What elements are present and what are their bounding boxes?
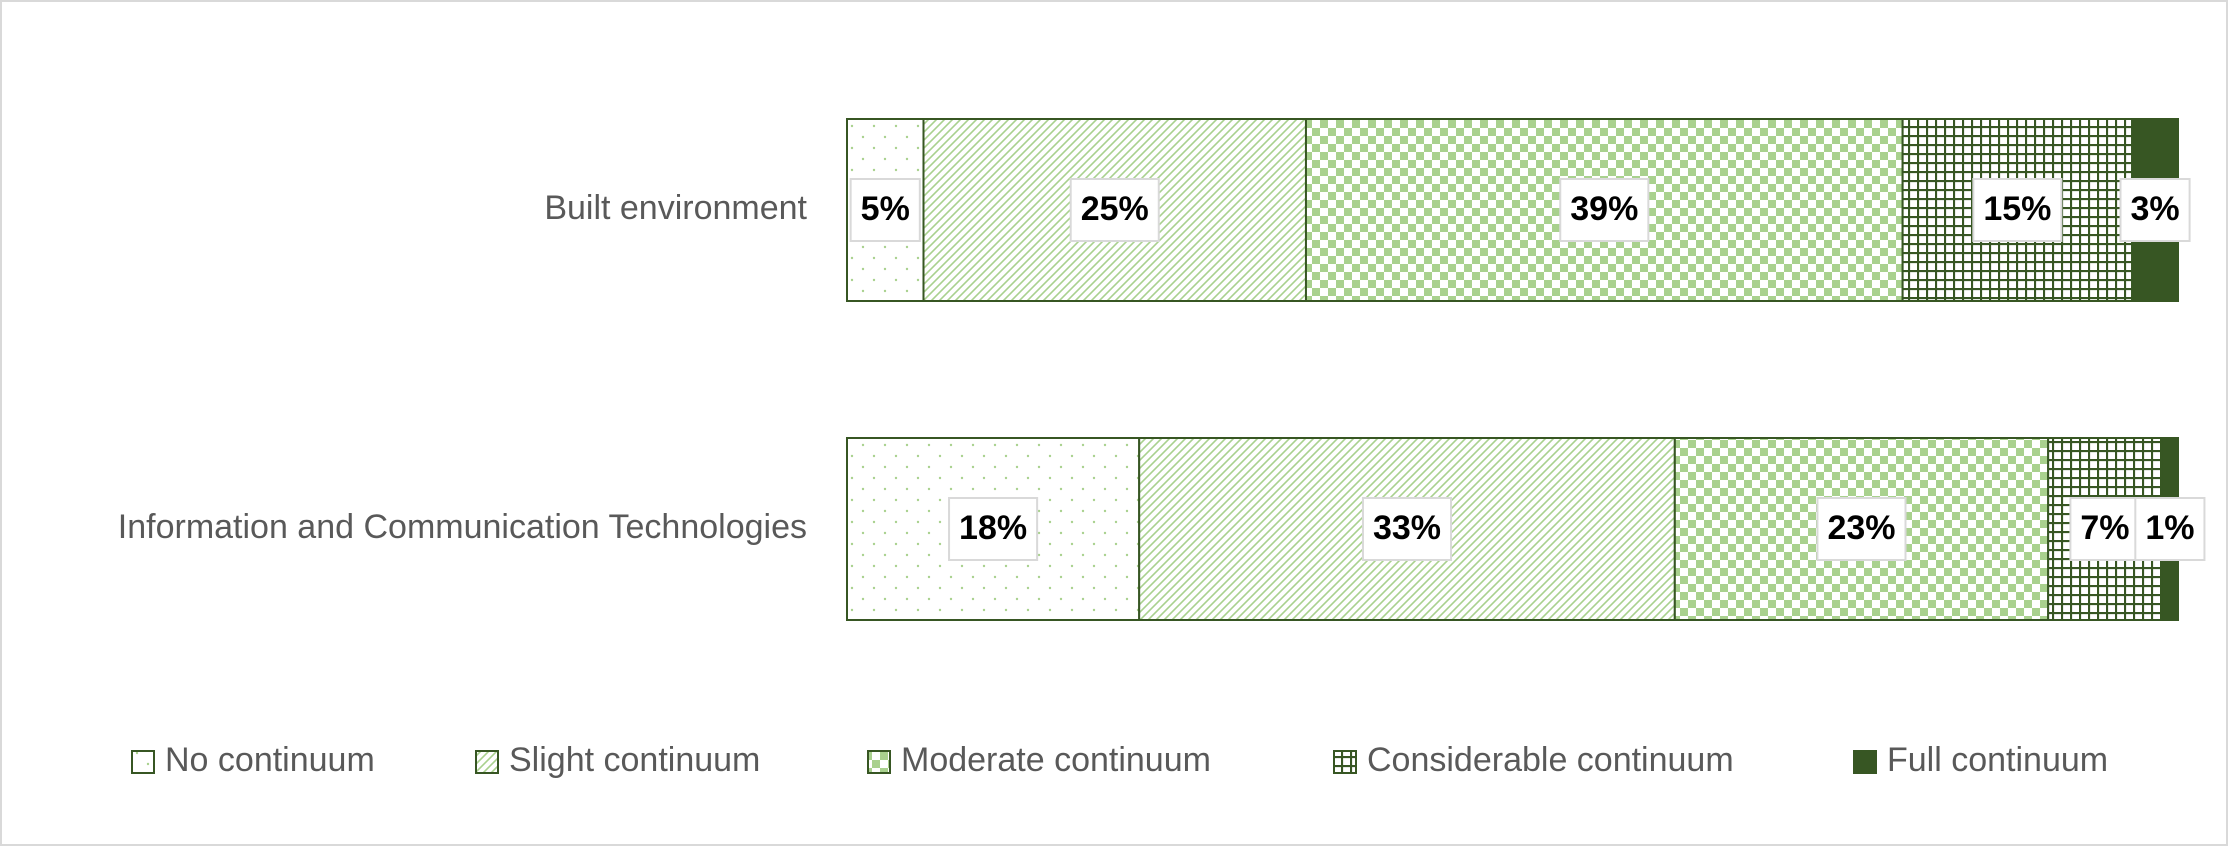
legend-label: Considerable continuum [1367,741,1734,779]
legend-label: No continuum [165,741,375,779]
data-label: 25% [1081,190,1149,228]
legend-label: Full continuum [1887,741,2108,779]
data-label-box [948,497,1039,561]
data-label: 18% [959,509,1027,547]
data-label-box [2134,497,2206,561]
data-label: 5% [861,190,910,228]
data-label-box [2119,178,2191,242]
category-label: Built environment [544,189,807,227]
data-label-box [1069,178,1160,242]
legend-swatch [867,750,891,774]
data-label: 33% [1373,509,1441,547]
data-label-box [1816,497,1907,561]
data-label: 7% [2080,509,2129,547]
data-label-box [2069,497,2141,561]
legend-label: Slight continuum [509,741,760,779]
legend-swatch [1853,750,1877,774]
legend-swatch [131,750,155,774]
category-label: Information and Communication Technologi… [118,508,807,546]
data-label: 1% [2145,509,2194,547]
data-label-box [849,178,921,242]
legend-label: Moderate continuum [901,741,1211,779]
data-label-box [1972,178,2063,242]
legend-swatch [475,750,499,774]
data-label-box [1361,497,1453,561]
data-label-box [1559,178,1650,242]
data-label: 23% [1827,509,1895,547]
data-label: 3% [2130,190,2179,228]
bar-segment [1673,437,2050,621]
data-label: 39% [1570,190,1638,228]
data-label: 15% [1983,190,2051,228]
legend-swatch [1333,750,1357,774]
